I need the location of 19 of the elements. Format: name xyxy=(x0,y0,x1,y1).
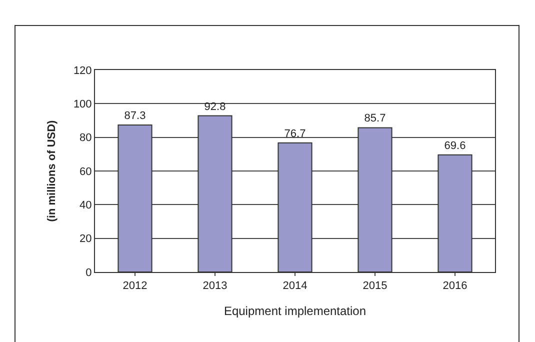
data-label: 87.3 xyxy=(124,110,146,122)
x-tick-label: 2013 xyxy=(202,280,228,292)
y-tick-label: 60 xyxy=(80,166,92,178)
x-axis-title: Equipment implementation xyxy=(224,304,366,318)
y-axis-title: (in millions of USD) xyxy=(46,120,58,222)
y-tick-label: 120 xyxy=(73,64,92,77)
x-tick-label: 2014 xyxy=(282,280,308,292)
y-tick-label: 100 xyxy=(73,98,92,111)
y-tick-label: 0 xyxy=(86,266,92,279)
x-tick-label: 2015 xyxy=(362,280,388,292)
x-tick-label: 2016 xyxy=(442,280,468,292)
y-tick-label: 80 xyxy=(80,132,92,144)
y-tick-label: 20 xyxy=(80,233,92,246)
data-label: 69.6 xyxy=(444,140,466,152)
data-label: 76.7 xyxy=(284,128,306,140)
data-label: 85.7 xyxy=(364,112,386,125)
x-tick-label: 2012 xyxy=(122,280,148,292)
data-label: 92.8 xyxy=(204,100,226,113)
y-tick-label: 40 xyxy=(80,200,92,212)
